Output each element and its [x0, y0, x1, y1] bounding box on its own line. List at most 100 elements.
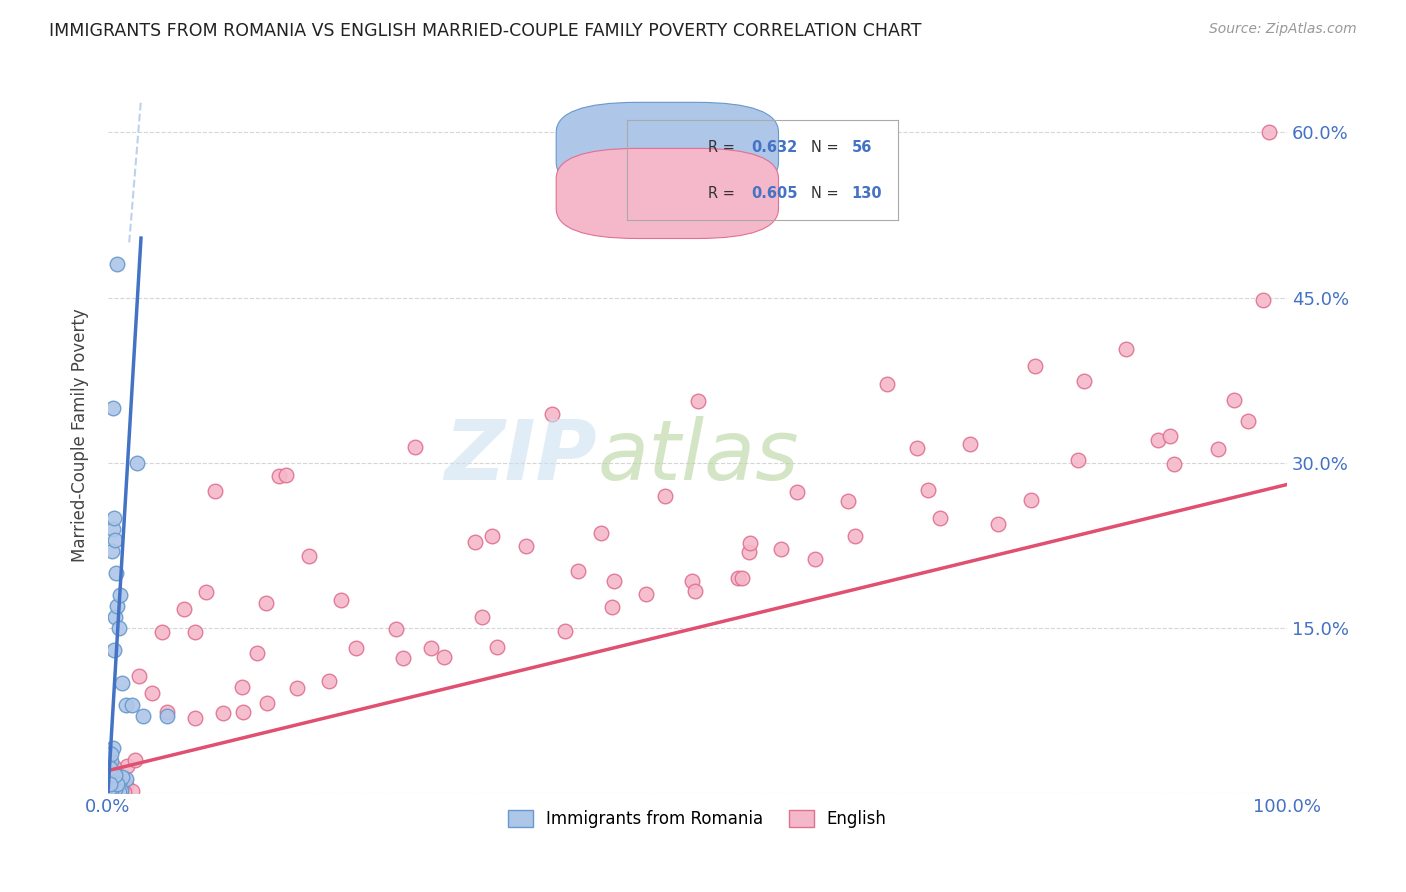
Point [98, 771, 121, 785]
Point [103, 782, 125, 797]
Point [232, 705, 254, 719]
Point [100, 771, 122, 785]
Point [108, 784, 131, 798]
Point [100, 755, 122, 769]
Point [600, 600, 623, 615]
Point [987, 516, 1010, 531]
Point [481, 529, 503, 543]
Point [101, 401, 124, 415]
Point [433, 650, 456, 665]
Point [97, 763, 120, 777]
Point [103, 760, 125, 774]
Point [97, 769, 120, 783]
Point [98, 769, 121, 783]
Point [97, 778, 120, 792]
Point [567, 564, 589, 578]
Point [132, 708, 155, 723]
Point [404, 440, 426, 454]
Point [108, 784, 131, 798]
Point [112, 784, 135, 798]
Point [121, 784, 143, 798]
Point [184, 711, 207, 725]
Point [98, 761, 121, 775]
Y-axis label: Married-Couple Family Poverty: Married-Couple Family Poverty [72, 308, 89, 562]
Point [554, 624, 576, 639]
Point [101, 776, 124, 790]
Point [104, 776, 127, 790]
Point [104, 768, 127, 782]
Point [108, 776, 131, 790]
Point [1115, 343, 1137, 357]
Point [115, 772, 138, 786]
Point [231, 680, 253, 694]
Point [1237, 414, 1260, 428]
Point [731, 571, 754, 585]
Point [100, 784, 122, 798]
Point [114, 698, 136, 712]
Point [127, 456, 149, 470]
Point [97, 784, 120, 798]
Point [98, 774, 121, 789]
Point [929, 511, 952, 525]
Point [98, 779, 121, 793]
Point [111, 675, 134, 690]
Point [100, 777, 122, 791]
Point [195, 585, 218, 599]
Point [256, 696, 278, 710]
Point [100, 780, 122, 794]
Point [905, 441, 928, 455]
Point [686, 394, 709, 409]
Point [103, 642, 125, 657]
Point [634, 587, 657, 601]
Point [156, 705, 179, 719]
Point [1021, 493, 1043, 508]
Point [254, 597, 277, 611]
Point [245, 646, 267, 660]
Point [917, 483, 939, 498]
Text: IMMIGRANTS FROM ROMANIA VS ENGLISH MARRIED-COUPLE FAMILY POVERTY CORRELATION CHA: IMMIGRANTS FROM ROMANIA VS ENGLISH MARRI… [49, 22, 922, 40]
Point [107, 258, 129, 272]
Point [100, 773, 122, 788]
Point [98, 777, 121, 791]
Point [103, 783, 125, 797]
Point [111, 770, 134, 784]
Point [385, 622, 408, 636]
Point [1163, 458, 1185, 472]
Point [98, 761, 121, 775]
Point [683, 584, 706, 599]
Point [103, 772, 125, 787]
Point [727, 571, 749, 585]
Point [121, 698, 143, 712]
Point [1024, 359, 1046, 373]
Point [100, 747, 122, 762]
Point [98, 772, 121, 787]
Point [1206, 442, 1229, 456]
Point [738, 545, 761, 559]
Point [104, 784, 127, 798]
Point [464, 535, 486, 549]
Point [104, 768, 127, 782]
Point [97, 769, 120, 783]
Point [107, 621, 129, 635]
Point [101, 777, 124, 791]
Point [101, 775, 124, 789]
Point [108, 588, 131, 602]
Point [98, 772, 121, 787]
Text: atlas: atlas [598, 416, 799, 497]
Point [959, 437, 981, 451]
Point [156, 708, 179, 723]
Point [107, 599, 129, 613]
Point [98, 779, 121, 793]
Point [344, 640, 367, 655]
Point [329, 593, 352, 607]
Point [276, 468, 298, 483]
Point [1159, 429, 1181, 443]
Point [184, 625, 207, 640]
Point [104, 781, 127, 796]
Text: ZIP: ZIP [444, 416, 598, 497]
Point [115, 759, 138, 773]
Legend: Immigrants from Romania, English: Immigrants from Romania, English [502, 803, 893, 834]
Point [837, 494, 859, 508]
Point [114, 778, 136, 792]
Point [298, 549, 321, 563]
